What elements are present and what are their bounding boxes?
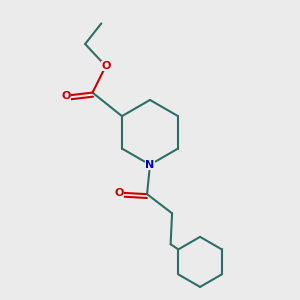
Text: O: O xyxy=(101,61,110,71)
Text: O: O xyxy=(61,91,71,100)
Text: N: N xyxy=(146,160,154,170)
Text: O: O xyxy=(114,188,124,198)
